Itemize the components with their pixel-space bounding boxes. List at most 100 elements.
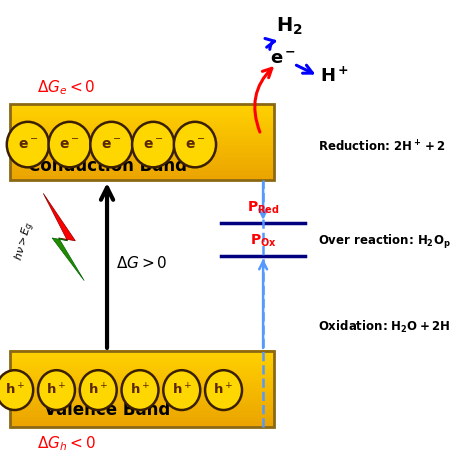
Bar bbox=[10, 133, 274, 135]
Bar bbox=[10, 155, 274, 156]
Bar bbox=[10, 111, 274, 113]
Bar bbox=[10, 171, 274, 173]
Bar bbox=[10, 386, 274, 388]
Bar bbox=[10, 164, 274, 166]
Bar bbox=[10, 168, 274, 170]
Bar bbox=[10, 411, 274, 412]
Circle shape bbox=[38, 370, 75, 410]
Bar bbox=[10, 421, 274, 423]
Bar bbox=[10, 406, 274, 408]
Bar bbox=[10, 126, 274, 127]
Bar bbox=[10, 366, 274, 368]
Bar bbox=[10, 142, 274, 143]
Bar bbox=[10, 118, 274, 119]
Bar bbox=[10, 394, 274, 395]
Bar bbox=[10, 139, 274, 140]
Bar bbox=[10, 395, 274, 396]
Bar bbox=[10, 402, 274, 404]
Bar bbox=[10, 176, 274, 177]
Bar bbox=[10, 107, 274, 108]
Bar bbox=[10, 364, 274, 365]
Bar bbox=[10, 167, 274, 169]
Bar bbox=[10, 115, 274, 117]
Bar bbox=[10, 355, 274, 356]
Text: e$^-$: e$^-$ bbox=[143, 137, 164, 152]
Bar bbox=[10, 351, 274, 353]
Bar bbox=[10, 362, 274, 363]
Bar bbox=[10, 350, 274, 352]
Circle shape bbox=[121, 370, 158, 410]
Bar bbox=[10, 127, 274, 128]
Bar bbox=[10, 410, 274, 411]
Bar bbox=[10, 158, 274, 159]
Bar bbox=[10, 110, 274, 112]
Bar bbox=[10, 424, 274, 426]
Bar bbox=[10, 372, 274, 374]
Bar bbox=[10, 375, 274, 376]
Text: h$^+$: h$^+$ bbox=[172, 383, 192, 398]
Bar bbox=[10, 170, 274, 172]
Bar bbox=[10, 390, 274, 392]
Bar bbox=[10, 169, 274, 171]
Bar bbox=[10, 137, 274, 138]
Bar bbox=[10, 154, 274, 155]
Bar bbox=[10, 151, 274, 153]
Text: $\Delta G_h < 0$: $\Delta G_h < 0$ bbox=[36, 434, 95, 453]
Bar bbox=[10, 367, 274, 369]
Bar bbox=[10, 408, 274, 410]
Bar bbox=[10, 165, 274, 167]
Bar bbox=[10, 368, 274, 370]
Bar bbox=[10, 123, 274, 124]
Circle shape bbox=[7, 122, 49, 167]
Bar bbox=[10, 121, 274, 122]
Bar bbox=[10, 414, 274, 415]
Bar bbox=[10, 162, 274, 163]
Bar bbox=[10, 136, 274, 137]
Bar bbox=[10, 397, 274, 398]
Polygon shape bbox=[43, 193, 75, 241]
Text: $\mathbf{H_2}$: $\mathbf{H_2}$ bbox=[276, 16, 303, 36]
Text: h$^+$: h$^+$ bbox=[88, 383, 108, 398]
Bar bbox=[10, 381, 274, 382]
Bar bbox=[10, 163, 274, 164]
Bar bbox=[10, 420, 274, 422]
Circle shape bbox=[48, 122, 91, 167]
Bar bbox=[10, 399, 274, 400]
Circle shape bbox=[91, 122, 133, 167]
Bar bbox=[10, 130, 274, 132]
Circle shape bbox=[174, 122, 216, 167]
Bar bbox=[10, 403, 274, 405]
Bar bbox=[10, 159, 274, 160]
Bar bbox=[10, 398, 274, 399]
Bar bbox=[10, 354, 274, 356]
Bar bbox=[10, 422, 274, 424]
Bar bbox=[10, 114, 274, 116]
Bar bbox=[10, 148, 274, 150]
Bar bbox=[10, 141, 274, 142]
Bar bbox=[10, 363, 274, 364]
Bar bbox=[10, 418, 274, 419]
Bar bbox=[10, 379, 274, 380]
Bar bbox=[10, 116, 274, 118]
Bar bbox=[10, 124, 274, 125]
Bar bbox=[10, 156, 274, 157]
Bar bbox=[10, 153, 274, 155]
Text: h$^+$: h$^+$ bbox=[213, 383, 234, 398]
Text: h$^+$: h$^+$ bbox=[46, 383, 66, 398]
Bar bbox=[10, 419, 274, 420]
Bar bbox=[10, 382, 274, 383]
Bar bbox=[10, 423, 274, 425]
Bar bbox=[10, 131, 274, 133]
Bar bbox=[10, 179, 274, 180]
Bar bbox=[10, 128, 274, 130]
Bar bbox=[10, 384, 274, 386]
Bar bbox=[10, 143, 274, 144]
Bar bbox=[10, 134, 274, 136]
Bar bbox=[10, 416, 274, 417]
Bar bbox=[10, 371, 274, 373]
Bar bbox=[10, 391, 274, 392]
Bar bbox=[10, 380, 274, 381]
Bar bbox=[10, 407, 274, 409]
Text: e$^-$: e$^-$ bbox=[101, 137, 122, 152]
Bar bbox=[10, 360, 274, 361]
